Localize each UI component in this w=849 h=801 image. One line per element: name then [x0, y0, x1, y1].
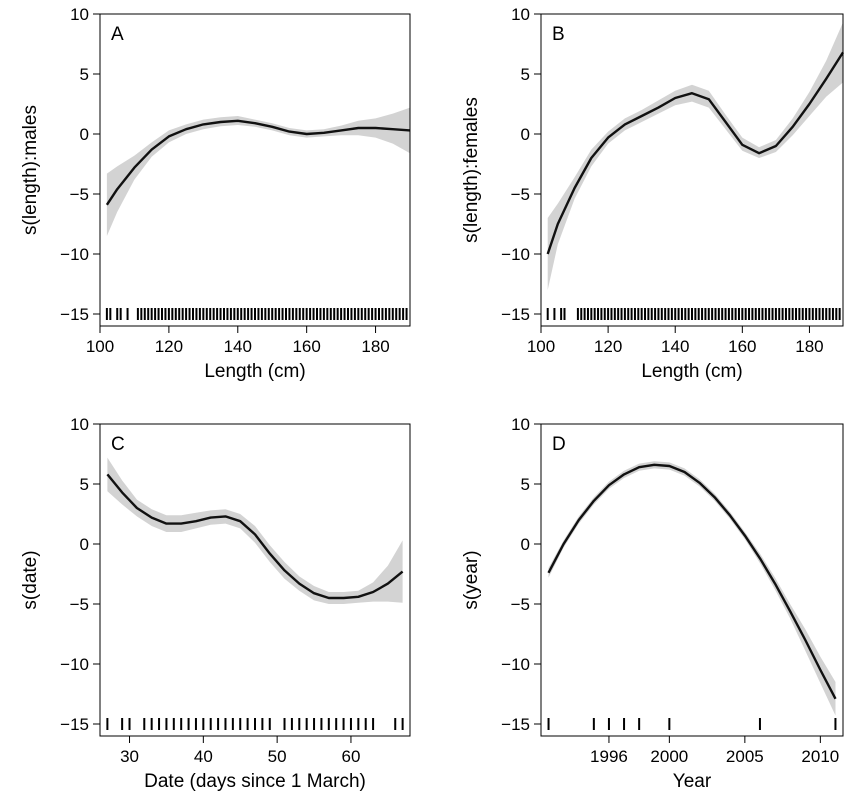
- x-tick-label: 30: [120, 747, 139, 766]
- x-tick-label: 180: [361, 337, 389, 356]
- confidence-band: [106, 107, 411, 236]
- y-tick-label: −10: [60, 655, 89, 674]
- x-tick-label: 40: [194, 747, 213, 766]
- x-axis-label: Length (cm): [204, 361, 305, 382]
- y-axis-label: s(year): [461, 550, 482, 609]
- x-tick-label: 2010: [801, 747, 839, 766]
- x-tick-label: 140: [661, 337, 689, 356]
- x-tick-label: 50: [268, 747, 287, 766]
- plot-frame: [540, 13, 844, 327]
- y-tick-label: 10: [70, 5, 89, 24]
- y-axis-label: s(length):females: [461, 97, 482, 243]
- y-tick-label: −15: [501, 305, 530, 324]
- plot-frame: [540, 423, 844, 737]
- y-tick-label: −5: [70, 185, 89, 204]
- x-tick-label: 1996: [590, 747, 628, 766]
- panel-letter: A: [111, 24, 124, 45]
- y-tick-label: 0: [521, 125, 530, 144]
- x-tick-label: 160: [728, 337, 756, 356]
- y-tick-label: 0: [80, 535, 89, 554]
- y-tick-label: 0: [521, 535, 530, 554]
- y-tick-label: 5: [521, 475, 530, 494]
- smooth-fit-line: [546, 51, 845, 255]
- panel-a: 10 5 0 −5 −10 −15 100 120 140 160 180 A Length (cm) s…: [20, 5, 411, 382]
- y-tick-label: 10: [511, 5, 530, 24]
- x-tick-label: 120: [155, 337, 183, 356]
- y-tick-label: −10: [501, 245, 530, 264]
- panel-b: 10 5 0 −5 −10 −15 100 120 140 160 180 B Length (cm) s…: [461, 5, 845, 382]
- x-axis-label: Year: [673, 771, 712, 792]
- y-axis-label: s(date): [20, 550, 41, 609]
- smooth-fit-line: [547, 463, 837, 700]
- plot-frame: [99, 423, 411, 737]
- y-tick-label: −5: [511, 185, 530, 204]
- y-tick-label: −5: [511, 595, 530, 614]
- x-tick-label: 140: [224, 337, 252, 356]
- y-tick-label: 0: [80, 125, 89, 144]
- y-tick-label: −15: [60, 305, 89, 324]
- panel-letter: C: [111, 434, 125, 455]
- x-tick-label: 100: [86, 337, 114, 356]
- x-tick-label: 2000: [650, 747, 688, 766]
- y-tick-label: 10: [70, 415, 89, 434]
- x-axis-label: Date (days since 1 March): [144, 771, 366, 792]
- x-tick-label: 60: [341, 747, 360, 766]
- y-tick-label: 10: [511, 415, 530, 434]
- x-axis-label: Length (cm): [641, 361, 742, 382]
- x-tick-label: 120: [594, 337, 622, 356]
- y-tick-label: −15: [60, 715, 89, 734]
- y-axis-label: s(length):males: [20, 105, 41, 235]
- confidence-band: [548, 461, 836, 716]
- smooth-fit-line: [105, 119, 411, 206]
- y-tick-label: −15: [501, 715, 530, 734]
- confidence-band: [107, 457, 403, 604]
- panel-d: 10 5 0 −5 −10 −15 1996 2000 2005 2010 D Year s(year): [461, 415, 844, 792]
- panel-letter: D: [552, 434, 566, 455]
- panel-letter: B: [552, 24, 565, 45]
- y-tick-label: −5: [70, 595, 89, 614]
- y-tick-label: −10: [60, 245, 89, 264]
- smooth-fit-line: [106, 473, 404, 600]
- y-tick-label: −10: [501, 655, 530, 674]
- x-tick-label: 2005: [726, 747, 764, 766]
- plot-frame: [99, 13, 411, 327]
- y-tick-label: 5: [521, 65, 530, 84]
- x-tick-label: 160: [292, 337, 320, 356]
- y-tick-label: 5: [80, 65, 89, 84]
- x-tick-label: 180: [795, 337, 823, 356]
- x-tick-label: 100: [527, 337, 555, 356]
- y-tick-label: 5: [80, 475, 89, 494]
